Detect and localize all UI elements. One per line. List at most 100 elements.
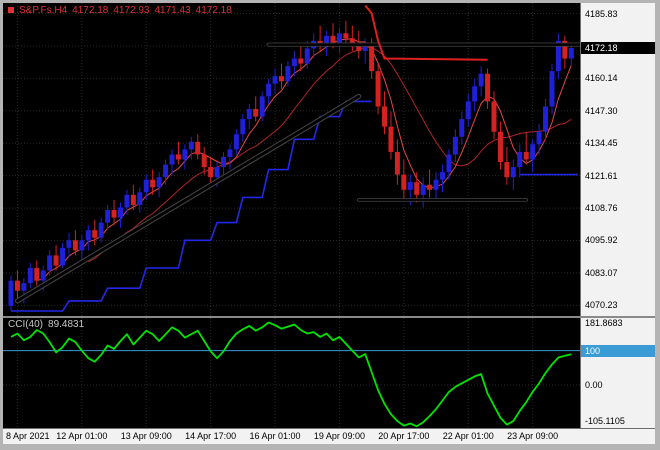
candle-bull [27, 268, 33, 284]
time-axis-label: 20 Apr 17:00 [378, 431, 430, 441]
candle-bear [343, 33, 349, 39]
indicator-panel-row: CCI(40) 89.4831 100 181.8683 0.00 -105.1105 [3, 318, 655, 428]
price-scale-label: 4134.45 [585, 138, 618, 149]
candle-bear [427, 184, 433, 190]
red-resistance-line [364, 4, 488, 61]
candle-bull [240, 119, 246, 135]
candle-bull [439, 172, 445, 180]
candle-bull [246, 109, 252, 120]
time-axis-label: 12 Apr 01:00 [56, 431, 108, 441]
candle-bull [478, 73, 484, 87]
main-panel-row: S&P.Fs,H4 4172.18 4172.93 4171.43 4172.18 41… [3, 3, 655, 316]
candle-bull [169, 154, 175, 165]
candle-bear [298, 58, 304, 64]
ohlc-low: 4171.43 [154, 5, 191, 16]
candle-bull [221, 156, 227, 168]
candle-bull [420, 184, 426, 195]
candle-bull [433, 179, 439, 190]
candle-bull [259, 96, 265, 117]
time-axis-label: 22 Apr 01:00 [442, 431, 494, 441]
candle-bear [388, 126, 394, 152]
candle-bull [143, 179, 149, 193]
main-chart-panel: S&P.Fs,H4 4172.18 4172.93 4171.43 4172.18 [3, 3, 580, 316]
indicator-title: CCI(40) 89.4831 [8, 319, 89, 330]
indicator-level-tag: 100 [581, 344, 655, 357]
candle-bull [233, 134, 239, 150]
candle-bull [85, 230, 91, 241]
time-axis-label: 16 Apr 01:00 [249, 431, 301, 441]
candle-bull [266, 83, 272, 97]
candle-bear [562, 40, 568, 59]
candle-bull [137, 192, 143, 205]
time-axis-label: 19 Apr 09:00 [313, 431, 365, 441]
candle-bull [182, 149, 188, 160]
blue-step-line [11, 100, 372, 312]
indicator-value-label: 89.4831 [48, 319, 85, 330]
candle-bull [156, 177, 162, 188]
candle-bear [491, 101, 497, 132]
candle-bull [510, 167, 516, 178]
candle-bull [465, 101, 471, 120]
indicator-panel: CCI(40) 89.4831 [3, 318, 580, 428]
candle-bull [517, 151, 523, 168]
price-scale-label: 4070.23 [585, 300, 618, 311]
candle-bull [555, 40, 561, 72]
candle-bull [98, 222, 104, 238]
candle-bull [459, 119, 465, 137]
candle-bull [536, 131, 542, 145]
candle-bull [304, 48, 310, 64]
candle-bull [285, 66, 291, 82]
candle-bull [163, 164, 169, 178]
price-scale[interactable]: 4172.18 4185.83 4160.14 4147.30 4134.45 4121… [580, 3, 655, 316]
candle-bull [549, 71, 555, 107]
symbol-period-label: S&P.Fs,H4 [19, 5, 68, 16]
candle-bull [272, 76, 278, 84]
candle-bull [472, 86, 478, 102]
candle-bear [195, 141, 201, 155]
candle-bull [530, 144, 536, 160]
candle-bear [130, 194, 136, 205]
candle-bear [92, 230, 98, 238]
price-scale-label: 4147.30 [585, 105, 618, 116]
candle-bear [485, 73, 491, 102]
candle-bull [446, 154, 452, 173]
candle-bull [227, 149, 233, 157]
time-axis[interactable]: 8 Apr 2021 12 Apr 01:00 13 Apr 09:00 14 Apr… [3, 428, 655, 444]
price-scale-label: 4185.83 [585, 8, 618, 19]
panel-separator[interactable] [3, 316, 655, 318]
price-scale-label: 4121.61 [585, 170, 618, 181]
candle-bull [336, 33, 342, 44]
candle-bear [208, 167, 214, 178]
indicator-scale-label: 181.8683 [585, 318, 623, 328]
candle-bear [150, 179, 156, 188]
candle-bear [72, 240, 78, 251]
candle-bull [40, 270, 46, 281]
candle-bull [362, 43, 368, 51]
chart-window: S&P.Fs,H4 4172.18 4172.93 4171.43 4172.18 41… [3, 3, 655, 444]
candle-bear [394, 151, 400, 175]
candle-bull [60, 247, 66, 266]
time-axis-label: 14 Apr 17:00 [185, 431, 237, 441]
cci-line [10, 321, 572, 428]
candle-bear [53, 255, 59, 266]
candle-bull [21, 283, 27, 291]
candle-bear [382, 106, 388, 127]
candle-bear [14, 280, 20, 291]
candle-bear [253, 109, 259, 117]
indicator-canvas[interactable] [3, 318, 580, 428]
ma-slow-line [88, 46, 572, 263]
candle-bull [66, 240, 72, 248]
symbol-marker-icon [8, 7, 14, 13]
price-scale-label: 4083.07 [585, 267, 618, 278]
ohlc-high: 4172.93 [113, 5, 150, 16]
candle-bull [124, 194, 130, 208]
candle-bull [105, 209, 111, 223]
price-scale-label: 4160.14 [585, 73, 618, 84]
candle-bear [497, 131, 503, 163]
candle-bear [523, 151, 529, 160]
trendline [15, 94, 361, 303]
main-chart-canvas[interactable] [3, 3, 580, 316]
candle-bull [188, 141, 194, 150]
candle-bear [349, 38, 355, 44]
indicator-scale[interactable]: 100 181.8683 0.00 -105.1105 [580, 318, 655, 428]
